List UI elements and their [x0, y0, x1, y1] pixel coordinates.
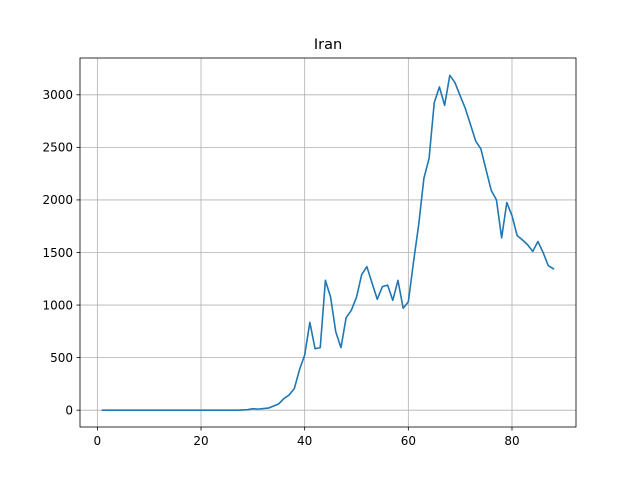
y-tick-label: 1000	[42, 298, 73, 312]
x-tick-label: 20	[193, 434, 208, 448]
x-tick-label: 60	[401, 434, 416, 448]
y-tick-label: 1500	[42, 246, 73, 260]
y-tick-label: 0	[65, 403, 73, 417]
y-tick-label: 3000	[42, 88, 73, 102]
x-tick-label: 0	[94, 434, 102, 448]
series-layer	[101, 74, 555, 411]
x-axis: 0 20 40 60 80	[94, 427, 520, 448]
series-line	[101, 74, 555, 411]
chart-title: Iran	[314, 37, 342, 53]
x-tick-label: 40	[297, 434, 312, 448]
y-tick-label: 500	[50, 351, 73, 365]
y-tick-label: 2000	[42, 193, 73, 207]
y-tick-label: 2500	[42, 141, 73, 155]
grid-lines	[80, 58, 576, 427]
x-tick-label: 80	[504, 434, 519, 448]
y-axis: 0 500 1000 1500 2000 2500 3000	[42, 88, 80, 417]
plot-frame	[79, 57, 577, 428]
